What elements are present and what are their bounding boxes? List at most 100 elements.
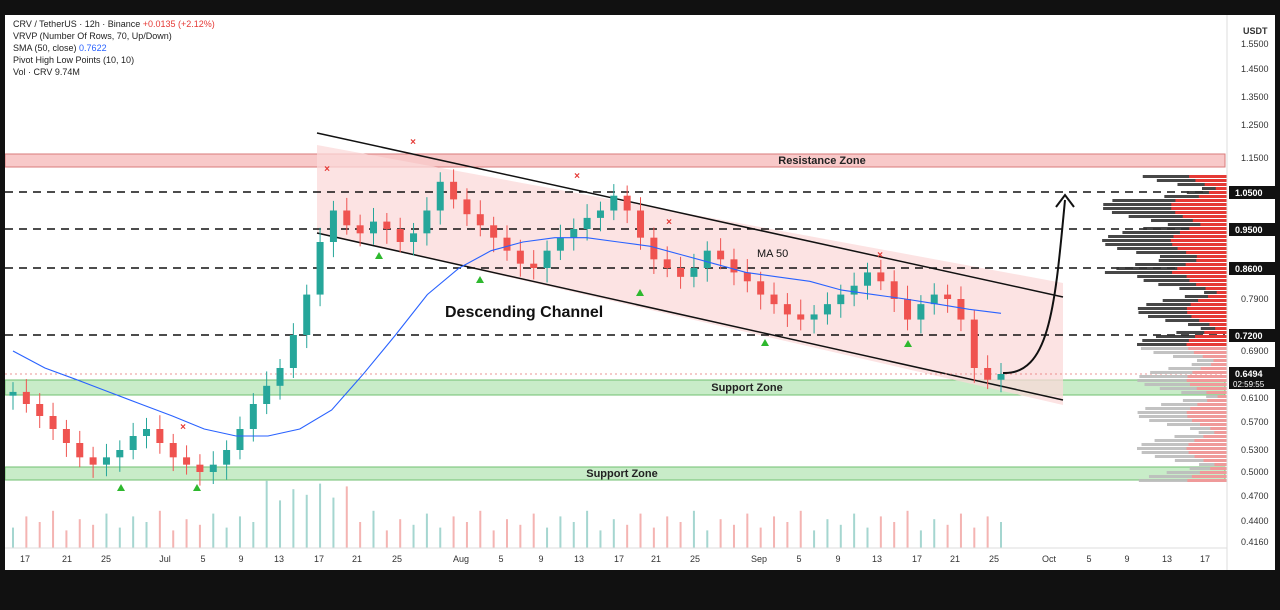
vrvp-row-down: [1192, 219, 1227, 222]
vrvp-indicator[interactable]: VRVP (Number Of Rows, 70, Up/Down): [13, 31, 172, 41]
volume-bar: [799, 510, 802, 548]
date-tick: 9: [1124, 554, 1129, 564]
vrvp-row-down: [1187, 375, 1227, 378]
vrvp-row-up: [1204, 291, 1227, 294]
vrvp-row-down: [1186, 379, 1227, 382]
vrvp-row-up: [1176, 331, 1227, 334]
candle-body: [303, 294, 311, 335]
pivot-low-marker: [636, 289, 644, 296]
sma-indicator[interactable]: SMA (50, close) 0.7622: [13, 42, 215, 54]
volume-bar: [933, 519, 936, 548]
chart-panel[interactable]: CRV / TetherUS · 12h · Binance +0.0135 (…: [4, 15, 1275, 570]
volume-bar: [839, 524, 842, 548]
vrvp-row-down: [1182, 215, 1227, 218]
candle-body: [450, 181, 458, 200]
vrvp-row-down: [1193, 351, 1227, 354]
vrvp-row-down: [1197, 403, 1227, 406]
vrvp-row-up: [1186, 191, 1227, 194]
vrvp-row-up: [1128, 215, 1227, 218]
vrvp-row-up: [1142, 339, 1227, 342]
channel-lower-line[interactable]: [316, 232, 1064, 401]
volume-bar: [813, 530, 816, 548]
candle-body: [783, 304, 791, 315]
volume-bar: [666, 516, 669, 548]
volume-bar: [305, 494, 308, 548]
volume-bar: [399, 519, 402, 548]
volume-bar: [572, 522, 575, 548]
vrvp-row-down: [1206, 391, 1227, 394]
volume-bar: [893, 522, 896, 548]
candle-body: [143, 429, 151, 436]
volume-bar: [172, 530, 175, 548]
price-axis[interactable]: 1.55001.45001.35001.25001.15001.05000.95…: [1241, 39, 1269, 547]
vrvp-row-up: [1148, 315, 1227, 318]
price-chart[interactable]: Resistance Zone Support Zone Support Zon…: [4, 15, 1275, 570]
vrvp-row-down: [1187, 415, 1227, 418]
volume-bar: [679, 522, 682, 548]
vrvp-row-up: [1138, 311, 1227, 314]
price-tick: 0.4700: [1241, 491, 1269, 501]
sma-value: 0.7622: [79, 43, 107, 53]
vrvp-row-down: [1210, 427, 1227, 430]
volume-bar: [906, 510, 909, 548]
volume-bar: [759, 527, 762, 548]
symbol-line[interactable]: CRV / TetherUS · 12h · Binance +0.0135 (…: [13, 18, 215, 30]
vrvp-row-up: [1200, 327, 1227, 330]
channel-fill: [317, 145, 1063, 405]
vrvp-row-down: [1200, 223, 1227, 226]
vrvp-row-down: [1199, 319, 1227, 322]
vrvp-row-down: [1196, 387, 1227, 390]
pivot-low-marker: [761, 339, 769, 346]
vrvp-row-up: [1148, 475, 1227, 478]
vrvp-row-down: [1192, 371, 1227, 374]
vrvp-row-up: [1182, 399, 1227, 402]
volume-bar: [866, 527, 869, 548]
volume-bar: [652, 527, 655, 548]
candle-body: [890, 281, 898, 299]
vrvp-row-up: [1181, 391, 1227, 394]
vrvp-row-up: [1190, 427, 1227, 430]
volume-indicator[interactable]: Vol · CRV 9.74M: [13, 67, 80, 77]
pivot-high-marker: ×: [410, 137, 416, 148]
candle-body: [957, 299, 965, 320]
pivot-low-marker: [375, 252, 383, 259]
candle-body: [757, 281, 765, 295]
volume-bar: [773, 516, 776, 548]
candle-body: [663, 259, 671, 268]
candle-body: [476, 214, 484, 226]
vrvp-row-down: [1188, 451, 1227, 454]
vrvp-row-up: [1191, 363, 1227, 366]
candle-body: [690, 268, 698, 277]
volume-bar: [279, 500, 282, 548]
volume-bar: [452, 516, 455, 548]
time-axis[interactable]: 17 21 25 Jul 5 9 13 17 21 25 Aug 5 9 13 17 21 25 Sep 5 9 13 1…: [20, 554, 1210, 564]
volume-bar: [946, 524, 949, 548]
vrvp-row-up: [1161, 403, 1227, 406]
date-tick: 5: [498, 554, 503, 564]
volume-bar: [145, 522, 148, 548]
candle-body: [543, 250, 551, 268]
channel-upper-line[interactable]: [316, 132, 1064, 298]
vrvp-row-up: [1135, 263, 1227, 266]
vrvp-row-down: [1198, 195, 1227, 198]
vrvp-row-down: [1202, 355, 1227, 358]
pivot-high-marker: ×: [666, 217, 672, 228]
candle-body: [743, 272, 751, 282]
vrvp-row-down: [1189, 383, 1227, 386]
sma-50-line[interactable]: [12, 237, 1002, 437]
price-change: +0.0135 (+2.12%): [142, 19, 215, 29]
volume-bar: [719, 519, 722, 548]
vrvp-row-up: [1146, 303, 1227, 306]
vrvp-row-up: [1150, 371, 1227, 374]
price-tick: 1.3500: [1241, 92, 1269, 102]
projection-arrow: [1002, 199, 1066, 375]
date-tick: 21: [950, 554, 960, 564]
vrvp-row-down: [1215, 327, 1227, 330]
vrvp-row-down: [1195, 335, 1227, 338]
pivot-low-marker: [117, 484, 125, 491]
vrvp-row-up: [1143, 279, 1227, 282]
candle-body: [530, 263, 538, 268]
volume-bar: [385, 530, 388, 548]
vrvp-row-up: [1154, 439, 1227, 442]
pivot-indicator[interactable]: Pivot High Low Points (10, 10): [13, 55, 135, 65]
